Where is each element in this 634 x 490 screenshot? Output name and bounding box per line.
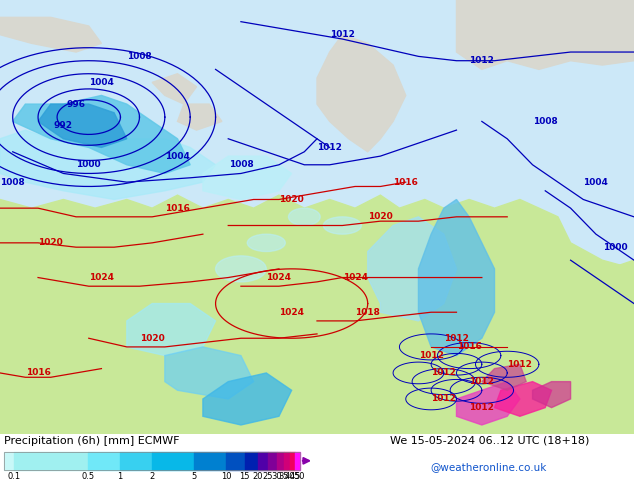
Text: 1020: 1020 <box>38 238 63 247</box>
Text: 1000: 1000 <box>77 160 101 169</box>
Bar <box>283 452 290 470</box>
Bar <box>88 452 120 470</box>
Text: 2: 2 <box>150 472 155 481</box>
Polygon shape <box>533 382 571 408</box>
Text: 5: 5 <box>191 472 197 481</box>
Polygon shape <box>178 104 222 130</box>
Text: 50: 50 <box>295 472 305 481</box>
Text: 1012: 1012 <box>317 143 342 152</box>
Polygon shape <box>13 96 190 173</box>
Bar <box>245 452 258 470</box>
Bar <box>268 452 276 470</box>
Text: 1004: 1004 <box>165 151 190 161</box>
Polygon shape <box>368 217 456 321</box>
Text: 25: 25 <box>263 472 273 481</box>
Polygon shape <box>317 35 406 152</box>
Text: 1012: 1012 <box>507 360 533 369</box>
Polygon shape <box>418 199 495 356</box>
Polygon shape <box>0 130 216 199</box>
Text: 1012: 1012 <box>469 403 495 412</box>
Bar <box>120 452 152 470</box>
Bar <box>152 452 194 470</box>
Polygon shape <box>482 364 526 390</box>
Text: 1018: 1018 <box>355 308 380 317</box>
Text: 35: 35 <box>278 472 289 481</box>
Text: 1020: 1020 <box>139 334 165 343</box>
Text: We 15-05-2024 06..12 UTC (18+18): We 15-05-2024 06..12 UTC (18+18) <box>390 436 590 446</box>
Polygon shape <box>152 74 197 104</box>
Polygon shape <box>495 382 552 416</box>
Text: 1008: 1008 <box>228 160 254 169</box>
Bar <box>4 452 14 470</box>
Text: 30: 30 <box>271 472 282 481</box>
Text: 1016: 1016 <box>393 178 418 187</box>
Polygon shape <box>456 382 520 425</box>
Polygon shape <box>0 195 634 434</box>
Text: 1: 1 <box>117 472 123 481</box>
Polygon shape <box>127 304 216 356</box>
Text: 1024: 1024 <box>266 273 292 282</box>
Text: 1012: 1012 <box>431 368 456 377</box>
Text: 1012: 1012 <box>469 56 495 65</box>
Bar <box>276 452 283 470</box>
Text: 1024: 1024 <box>279 308 304 317</box>
Bar <box>4 452 300 470</box>
Polygon shape <box>558 260 634 434</box>
Text: 1004: 1004 <box>583 178 609 187</box>
Polygon shape <box>456 0 634 70</box>
Polygon shape <box>165 347 254 399</box>
Text: 1000: 1000 <box>603 243 627 252</box>
Text: 1004: 1004 <box>89 78 114 87</box>
Ellipse shape <box>216 256 266 282</box>
Bar <box>226 452 245 470</box>
Text: 10: 10 <box>221 472 231 481</box>
Polygon shape <box>203 156 292 199</box>
Text: 40: 40 <box>285 472 295 481</box>
Ellipse shape <box>288 208 320 225</box>
Text: 1020: 1020 <box>368 212 393 221</box>
Polygon shape <box>431 347 634 434</box>
Text: 1024: 1024 <box>342 273 368 282</box>
Text: 1012: 1012 <box>431 394 456 403</box>
Text: 15: 15 <box>240 472 250 481</box>
Text: 1012: 1012 <box>418 351 444 360</box>
Text: 45: 45 <box>290 472 301 481</box>
Text: 1012: 1012 <box>469 377 495 386</box>
Text: 0.5: 0.5 <box>82 472 95 481</box>
Text: 1024: 1024 <box>89 273 114 282</box>
Bar <box>290 452 295 470</box>
Text: 1008: 1008 <box>127 52 152 61</box>
Ellipse shape <box>247 234 285 251</box>
Text: 0.1: 0.1 <box>8 472 21 481</box>
Text: 1012: 1012 <box>444 334 469 343</box>
Text: 996: 996 <box>67 99 86 109</box>
Text: 1016: 1016 <box>456 343 482 351</box>
Text: 20: 20 <box>252 472 263 481</box>
Text: @weatheronline.co.uk: @weatheronline.co.uk <box>430 462 547 472</box>
Text: 1008: 1008 <box>0 178 25 187</box>
Text: 1008: 1008 <box>533 117 558 126</box>
Bar <box>14 452 88 470</box>
Text: 1016: 1016 <box>25 368 51 377</box>
Text: 1020: 1020 <box>279 195 304 204</box>
Bar <box>258 452 268 470</box>
Text: 1012: 1012 <box>330 30 355 39</box>
Ellipse shape <box>323 217 361 234</box>
Text: Precipitation (6h) [mm] ECMWF: Precipitation (6h) [mm] ECMWF <box>4 436 179 446</box>
Bar <box>194 452 226 470</box>
Polygon shape <box>203 373 292 425</box>
Text: 1016: 1016 <box>165 204 190 213</box>
Text: 992: 992 <box>54 121 73 130</box>
Bar <box>295 452 300 470</box>
Polygon shape <box>0 17 101 52</box>
Polygon shape <box>38 104 127 147</box>
